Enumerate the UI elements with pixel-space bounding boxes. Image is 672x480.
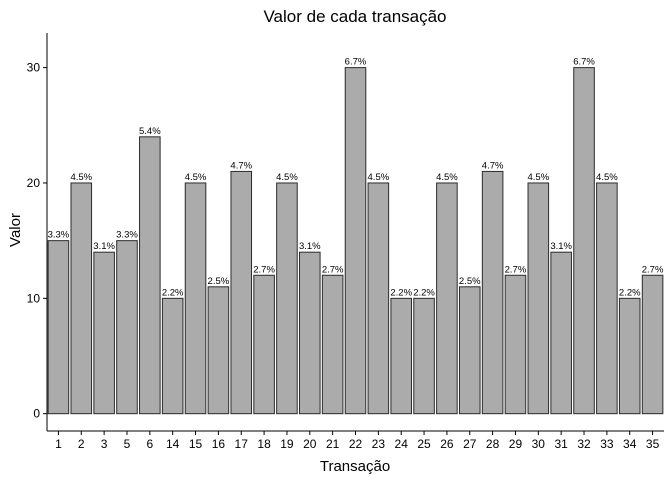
x-tick-label: 19	[280, 437, 294, 451]
data-label: 2.7%	[253, 264, 275, 275]
data-label: 4.5%	[596, 172, 618, 183]
x-tick-label: 18	[257, 437, 271, 451]
x-tick-label: 3	[101, 437, 108, 451]
x-tick-label: 1	[55, 437, 62, 451]
bar	[367, 182, 390, 415]
x-tick-label: 27	[463, 437, 477, 451]
x-tick-label: 31	[554, 437, 568, 451]
bar	[550, 251, 572, 415]
bar	[116, 240, 138, 415]
data-label: 6.7%	[345, 57, 367, 68]
y-tick-label: 0	[33, 407, 40, 421]
data-label: 2.5%	[459, 276, 481, 287]
x-tick-label: 23	[372, 437, 386, 451]
y-tick-label: 20	[27, 176, 41, 190]
bar	[573, 67, 595, 415]
bar	[618, 297, 641, 415]
bar	[70, 182, 93, 415]
data-label: 2.7%	[505, 264, 527, 275]
bar	[253, 274, 275, 415]
x-tick-label: 30	[532, 437, 546, 451]
data-label: 2.5%	[208, 276, 230, 287]
data-label: 2.7%	[642, 264, 664, 275]
bar	[230, 170, 253, 415]
data-label: 4.5%	[70, 172, 92, 183]
bar	[390, 297, 412, 415]
data-label: 2.2%	[390, 287, 412, 298]
bar	[596, 182, 618, 415]
data-label: 3.3%	[116, 230, 138, 241]
x-tick-label: 14	[166, 437, 180, 451]
data-label: 3.1%	[299, 241, 321, 252]
x-tick-label: 35	[646, 437, 660, 451]
bar	[93, 251, 115, 415]
bar	[527, 182, 550, 415]
y-tick-label: 10	[27, 291, 41, 305]
x-tick-label: 21	[326, 437, 340, 451]
data-label: 4.5%	[368, 172, 390, 183]
plot-area: 0 10 20 30 3.3% 1 4.5% 2 3.1% 3 3.3% 5 5.4% 6 2.2% 14 4.…	[27, 33, 664, 451]
bar	[139, 136, 161, 415]
data-label: 4.5%	[436, 172, 458, 183]
x-tick-label: 15	[189, 437, 203, 451]
x-tick-label: 17	[235, 437, 249, 451]
x-tick-label: 26	[440, 437, 454, 451]
bar	[413, 297, 435, 415]
data-label: 2.2%	[413, 287, 435, 298]
bar	[321, 274, 344, 415]
x-tick-label: 20	[303, 437, 317, 451]
x-axis-title: Transação	[320, 458, 390, 475]
x-tick-label: 34	[623, 437, 637, 451]
data-label: 3.1%	[93, 241, 115, 252]
x-tick-label: 5	[124, 437, 131, 451]
chart-title: Valor de cada transação	[263, 7, 446, 26]
data-label: 4.5%	[276, 172, 298, 183]
bar	[504, 274, 527, 415]
x-tick-label: 24	[395, 437, 409, 451]
bar	[184, 182, 207, 415]
data-label: 2.7%	[322, 264, 344, 275]
x-tick-label: 32	[577, 437, 591, 451]
bar	[276, 182, 298, 415]
data-label: 5.4%	[139, 126, 161, 137]
data-label: 4.7%	[230, 160, 252, 171]
bar	[161, 297, 184, 415]
x-tick-label: 29	[509, 437, 523, 451]
data-label: 2.2%	[162, 287, 184, 298]
bar	[458, 286, 481, 415]
bar	[299, 251, 321, 415]
x-tick-label: 6	[146, 437, 153, 451]
data-label: 2.2%	[619, 287, 641, 298]
x-tick-label: 16	[212, 437, 226, 451]
x-tick-label: 33	[600, 437, 614, 451]
data-label: 3.1%	[550, 241, 572, 252]
x-tick-label: 28	[486, 437, 500, 451]
data-label: 3.3%	[48, 230, 70, 241]
data-label: 4.5%	[527, 172, 549, 183]
data-label: 4.5%	[185, 172, 207, 183]
bar	[436, 182, 458, 415]
x-tick-label: 25	[417, 437, 431, 451]
x-tick-label: 22	[349, 437, 363, 451]
y-axis-title: Valor	[7, 213, 24, 247]
data-label: 6.7%	[573, 57, 595, 68]
bar	[344, 67, 367, 415]
bar	[641, 274, 664, 415]
bar	[47, 240, 70, 415]
bar	[207, 286, 230, 415]
data-label: 4.7%	[482, 160, 504, 171]
x-tick-label: 2	[78, 437, 85, 451]
y-tick-label: 30	[27, 61, 41, 75]
bar	[481, 170, 504, 415]
